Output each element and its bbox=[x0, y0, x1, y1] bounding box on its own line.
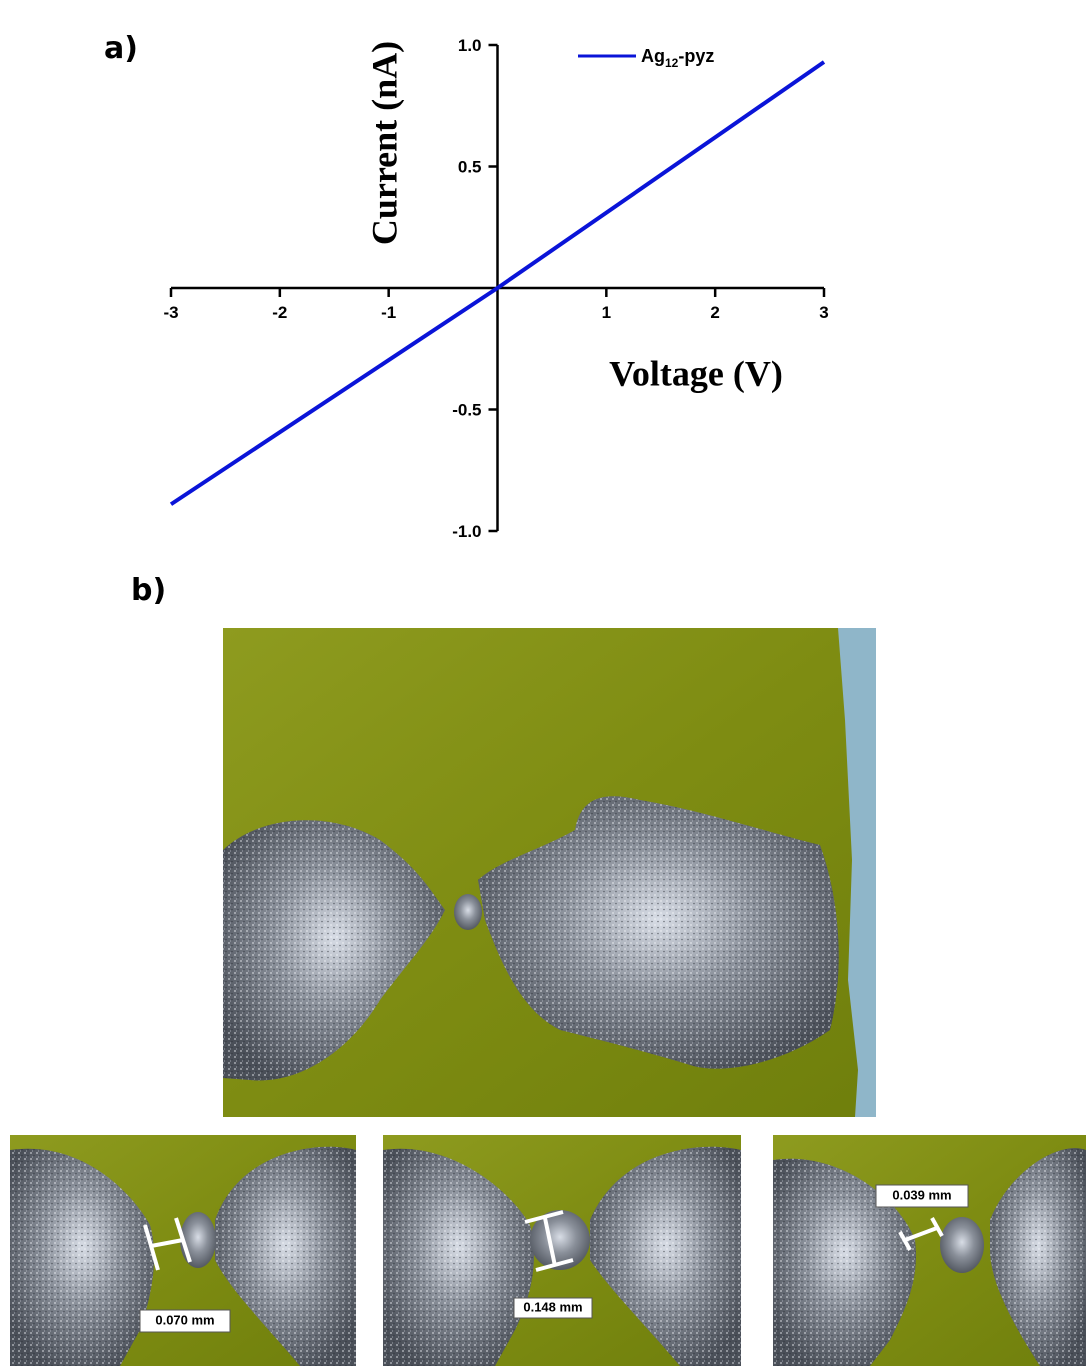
x-tick-label: -1 bbox=[381, 303, 396, 322]
x-tick-label: 2 bbox=[710, 303, 719, 322]
y-axis-title: Current (nA) bbox=[364, 41, 404, 245]
x-tick-label: -3 bbox=[163, 303, 178, 322]
x-axis-title: Voltage (V) bbox=[609, 353, 783, 393]
measurement-box bbox=[513, 1297, 593, 1319]
measurement-box bbox=[875, 1184, 969, 1208]
y-tick-label: 0.5 bbox=[458, 158, 482, 177]
x-tick-label: 3 bbox=[819, 303, 828, 322]
legend-label: Ag12-pyz bbox=[641, 46, 714, 70]
photo-main bbox=[223, 628, 876, 1117]
x-tick-label: 1 bbox=[602, 303, 611, 322]
y-tick-label: -0.5 bbox=[452, 401, 481, 420]
y-tick-label: 1.0 bbox=[458, 36, 482, 55]
measurement-label: 0.070 mm bbox=[155, 1312, 214, 1327]
photo-detail bbox=[10, 1135, 356, 1366]
photo-detail bbox=[773, 1135, 1086, 1366]
panel-label: a) bbox=[104, 31, 138, 66]
panel-label: b) bbox=[131, 573, 166, 608]
photo-detail bbox=[383, 1135, 741, 1366]
measurement-label: 0.039 mm bbox=[892, 1187, 951, 1202]
chart: Current (nA) Voltage (V) -3 -2 -1 1 2 3 1.0 0.5… bbox=[163, 36, 828, 541]
x-tick-label: -2 bbox=[272, 303, 287, 322]
data-line bbox=[169, 60, 826, 506]
measurement-box bbox=[139, 1309, 231, 1333]
y-tick-label: -1.0 bbox=[452, 522, 481, 541]
measurement-label: 0.148 mm bbox=[523, 1299, 582, 1314]
